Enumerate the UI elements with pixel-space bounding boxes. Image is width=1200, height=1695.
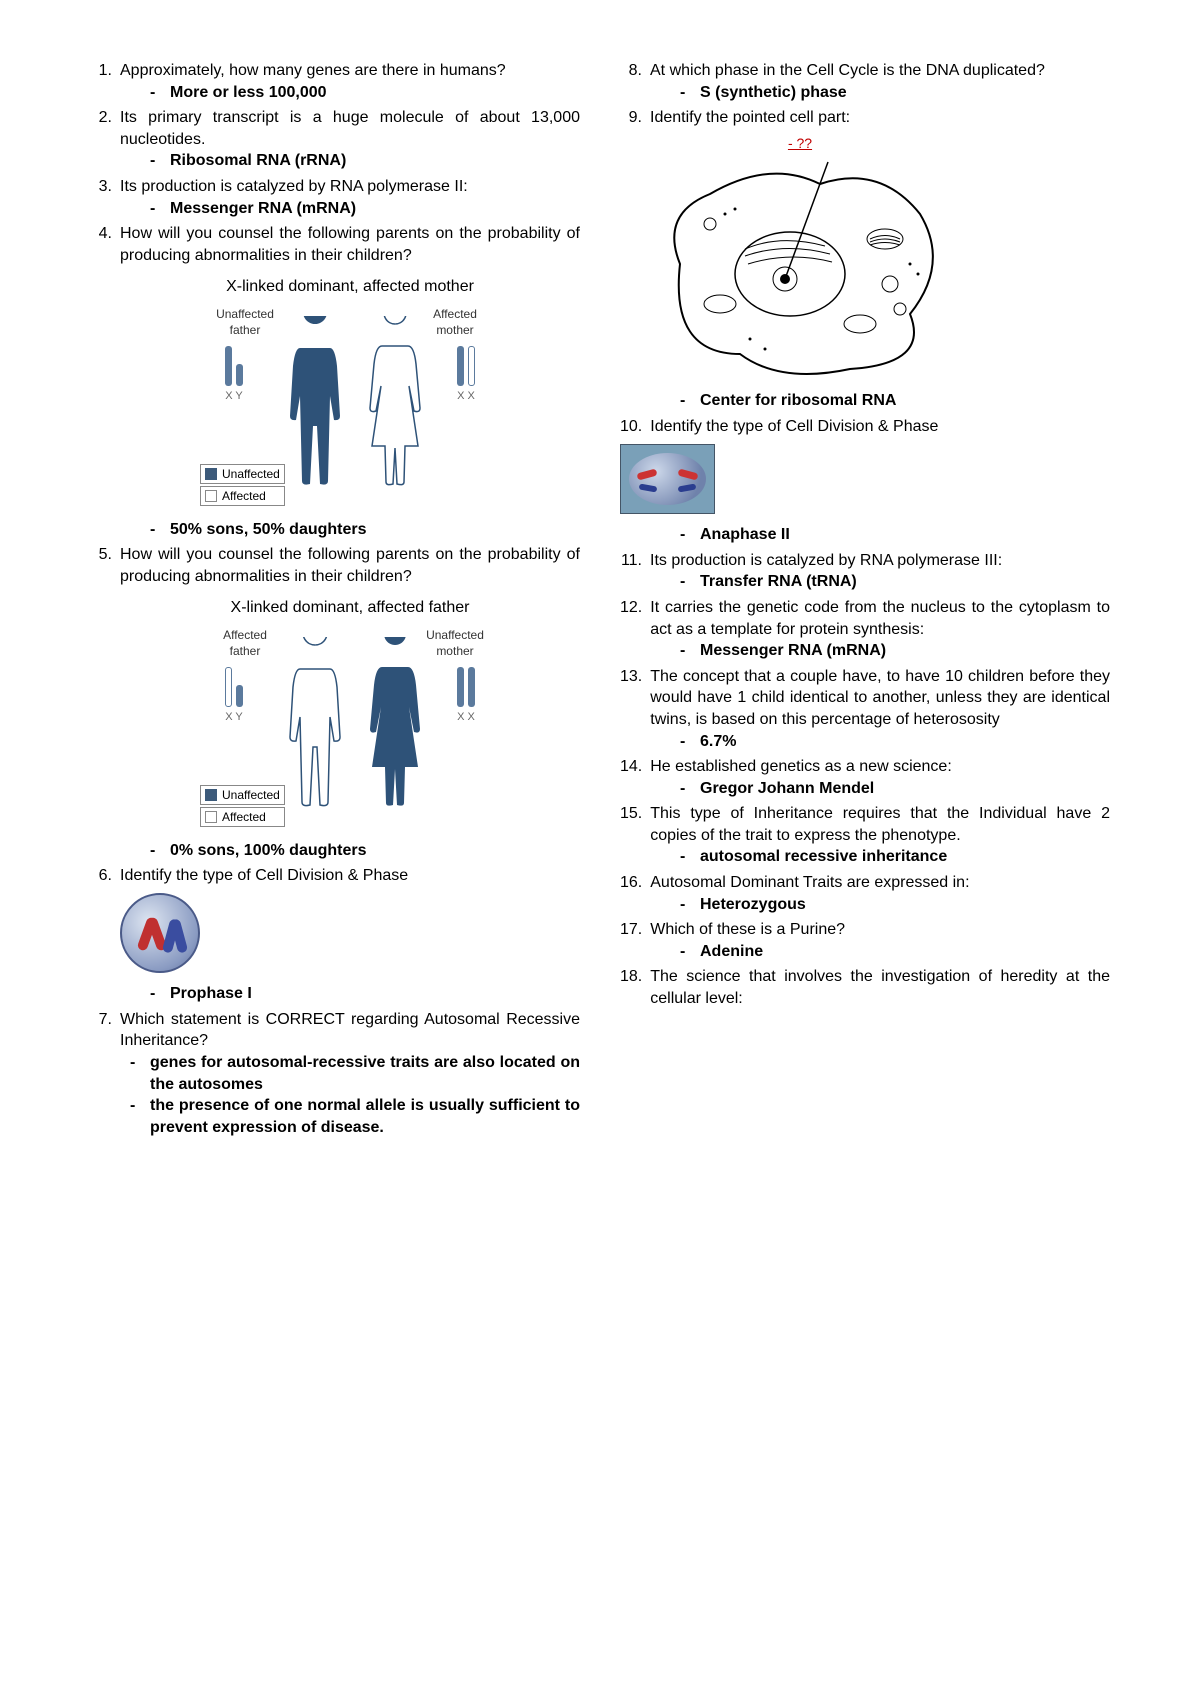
question-9: 9. Identify the pointed cell part: - ?? <box>620 107 1110 412</box>
question-11: 11.Its production is catalyzed by RNA po… <box>620 550 1110 593</box>
question-2: 2. Its primary transcript is a huge mole… <box>90 107 580 172</box>
question-1: 1. Approximately, how many genes are the… <box>90 60 580 103</box>
question-18: 18.The science that involves the investi… <box>620 966 1110 1009</box>
question-7: 7. Which statement is CORRECT regarding … <box>90 1009 580 1139</box>
document-page: 1. Approximately, how many genes are the… <box>90 60 1110 1138</box>
anaphase-cell-icon <box>620 444 1110 521</box>
figure-legend: Unaffected Affected <box>200 462 285 506</box>
father-silhouette-icon <box>280 316 350 486</box>
question-10: 10. Identify the type of Cell Division &… <box>620 416 1110 546</box>
question-13: 13.The concept that a couple have, to ha… <box>620 666 1110 752</box>
prophase-cell-icon <box>120 893 580 980</box>
question-5: 5. How will you counsel the following pa… <box>90 544 580 861</box>
q-text: Approximately, how many genes are there … <box>120 60 580 82</box>
mother-silhouette-icon <box>360 316 430 486</box>
father-silhouette-icon <box>280 637 350 807</box>
cell-diagram-icon: - ?? <box>650 133 950 385</box>
figure-xlinked-mother: X-linked dominant, affected mother Unaff… <box>120 276 580 512</box>
question-15: 15.This type of Inheritance requires tha… <box>620 803 1110 868</box>
mother-silhouette-icon <box>360 637 430 807</box>
figure-xlinked-father: X-linked dominant, affected father Affec… <box>120 597 580 833</box>
question-8: 8. At which phase in the Cell Cycle is t… <box>620 60 1110 103</box>
question-17: 17.Which of these is a Purine? -Adenine <box>620 919 1110 962</box>
question-3: 3. Its production is catalyzed by RNA po… <box>90 176 580 219</box>
question-4: 4. How will you counsel the following pa… <box>90 223 580 540</box>
q-answer: -More or less 100,000 <box>150 82 580 104</box>
question-12: 12.It carries the genetic code from the … <box>620 597 1110 662</box>
question-6: 6. Identify the type of Cell Division & … <box>90 865 580 1005</box>
question-14: 14.He established genetics as a new scie… <box>620 756 1110 799</box>
question-16: 16.Autosomal Dominant Traits are express… <box>620 872 1110 915</box>
q-number: 1. <box>90 60 112 82</box>
